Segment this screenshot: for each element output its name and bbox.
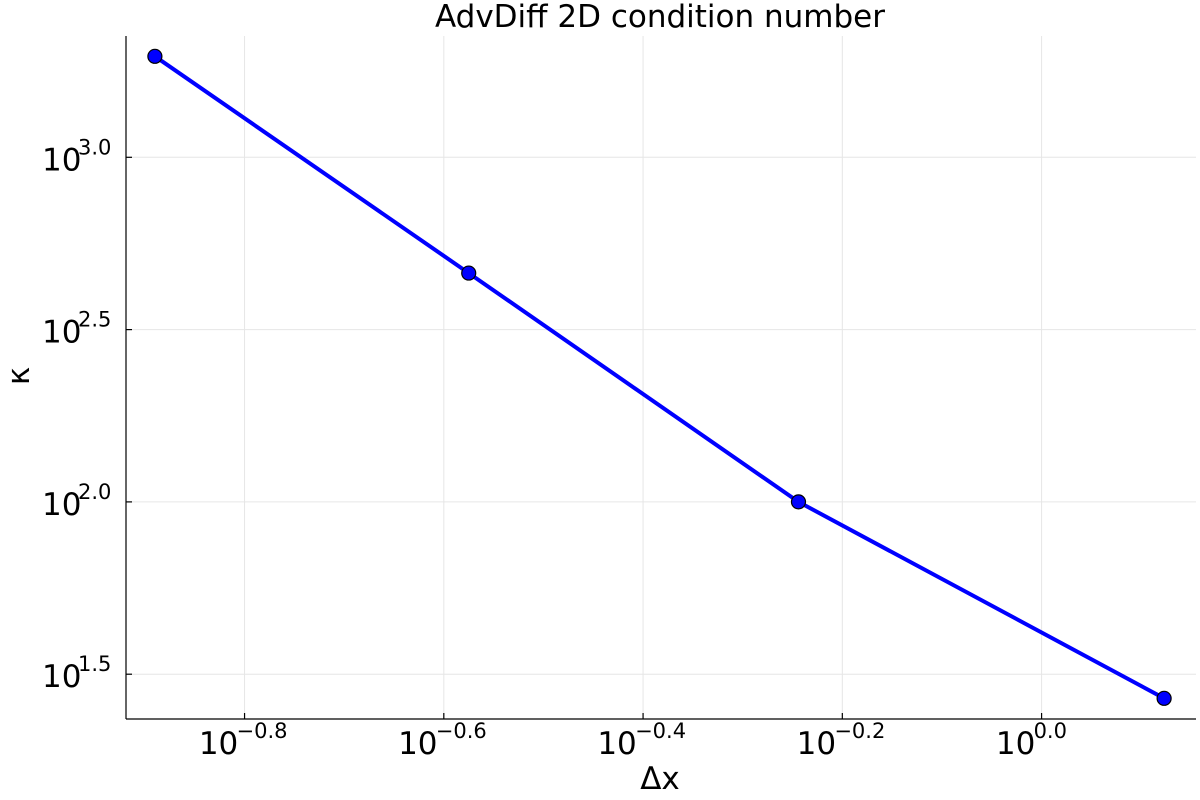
x-tick-exponent: 0.0 <box>1034 719 1067 743</box>
y-tick-label: 102.5 <box>42 308 111 351</box>
x-tick-label: 10−0.8 <box>199 719 288 762</box>
data-point <box>148 49 162 63</box>
y-tick-label: 102.0 <box>42 480 111 523</box>
x-tick-base: 10 <box>597 726 636 762</box>
y-tick-exponent: 2.5 <box>78 308 111 332</box>
x-tick-base: 10 <box>996 726 1035 762</box>
x-ticks: 10−0.8 10−0.6 10−0.4 10−0.2 100.0 <box>199 713 1067 762</box>
y-tick-exponent: 3.0 <box>78 135 111 159</box>
y-tick-label: 101.5 <box>42 652 111 695</box>
x-tick-label: 10−0.4 <box>597 719 686 762</box>
axes <box>126 36 1196 719</box>
y-tick-label: 103.0 <box>42 135 111 178</box>
data-point <box>791 495 805 509</box>
y-tick-exponent: 1.5 <box>78 652 111 676</box>
x-tick-label: 10−0.6 <box>398 719 487 762</box>
data-point <box>1157 691 1171 705</box>
grid <box>126 36 1196 719</box>
series-line <box>155 56 1164 698</box>
x-tick-base: 10 <box>797 726 836 762</box>
y-tick-exponent: 2.0 <box>78 480 111 504</box>
x-tick-base: 10 <box>199 726 238 762</box>
y-tick-base: 10 <box>42 487 81 523</box>
y-tick-base: 10 <box>42 142 81 178</box>
chart-title: AdvDiff 2D condition number <box>435 0 885 35</box>
y-axis-label: κ <box>1 367 37 385</box>
x-tick-exponent: −0.6 <box>436 719 487 743</box>
x-tick-exponent: −0.4 <box>635 719 686 743</box>
x-tick-exponent: −0.8 <box>237 719 288 743</box>
y-tick-base: 10 <box>42 659 81 695</box>
x-tick-label: 100.0 <box>996 719 1067 762</box>
x-tick-exponent: −0.2 <box>834 719 885 743</box>
x-tick-label: 10−0.2 <box>797 719 886 762</box>
x-axis-label: Δx <box>640 761 680 797</box>
y-tick-base: 10 <box>42 315 81 351</box>
x-tick-base: 10 <box>398 726 437 762</box>
data-point <box>462 266 476 280</box>
series <box>148 49 1171 705</box>
